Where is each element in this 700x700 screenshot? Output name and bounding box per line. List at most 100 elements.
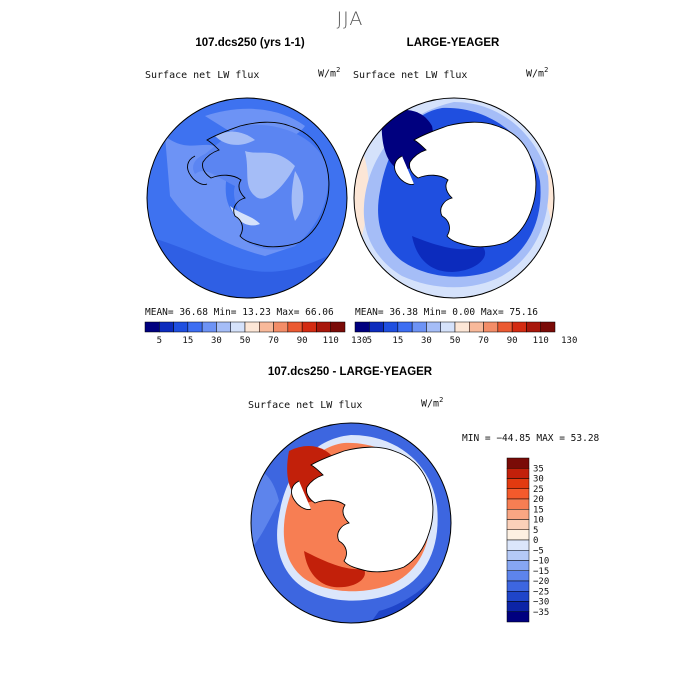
panel1-peninsula-coastline: [187, 155, 208, 185]
panel3-colorbar-swatch: [506, 611, 530, 623]
panel3-colorbar-swatch: [506, 478, 530, 489]
panel1-colorbar-swatch: [287, 321, 303, 333]
panel2-colorbar-tick-label: 70: [478, 336, 489, 346]
panel1-colorbar-tick-label: 130: [351, 336, 367, 346]
panel1-colorbar-swatch: [301, 321, 317, 333]
panel1-colorbar-swatch: [159, 321, 174, 333]
panel3-colorbar-tick-label: 20: [533, 495, 544, 505]
panel3-colorbar-tick-label: 0: [533, 536, 538, 546]
panel2-colorbar-swatch: [511, 321, 527, 333]
panel1-colorbar-swatch: [316, 321, 331, 333]
panel1-colorbar-tick-label: 110: [323, 336, 339, 346]
panel2-antarctica-landmask: [409, 121, 537, 248]
panel3-colorbar-swatch: [506, 529, 530, 541]
panel1-colorbar-swatch: [330, 321, 346, 333]
panel2-colorbar-swatch: [426, 321, 441, 333]
panel2-variable-label: Surface net LW flux: [353, 70, 468, 81]
panel1-map: [146, 97, 348, 299]
panel3-antarctica-landmask: [306, 446, 434, 573]
panel2-colorbar-tick-label: 5: [367, 336, 372, 346]
panel1-colorbar-swatch: [259, 321, 274, 333]
panel3-colorbar-tick-label: 25: [533, 485, 544, 495]
panel3-colorbar-tick-label: 35: [533, 464, 544, 474]
panel3-variable-label: Surface net LW flux: [248, 400, 363, 411]
panel1-colorbar-tick-label: 30: [211, 336, 222, 346]
panel1-colorbar-tick-label: 50: [240, 336, 251, 346]
panel3-colorbar-swatch: [506, 509, 530, 520]
panel3-colorbar-swatch: [506, 591, 530, 602]
panel2-peninsula-coastline: [394, 155, 415, 185]
panel3-stats: MIN = −44.85 MAX = 53.28: [462, 433, 600, 444]
panel2-colorbar-swatch: [497, 321, 513, 333]
panel1-variable-label: Surface net LW flux: [145, 70, 260, 81]
panel3-colorbar-swatch: [506, 550, 530, 561]
panel1-colorbar-swatch: [144, 321, 160, 333]
panel2-stats: MEAN= 36.38 Min= 0.00 Max= 75.16: [355, 307, 539, 318]
panel1-colorbar-tick-label: 5: [157, 336, 162, 346]
panel1-highlight-a: [245, 151, 295, 199]
panel2-colorbar-swatch: [440, 321, 456, 333]
panel2-colorbar-swatch: [411, 321, 427, 333]
panel2-deep-south: [412, 236, 486, 272]
panel3-colorbar-tick-label: −20: [533, 577, 549, 587]
panel1-highlight-d: [215, 131, 255, 145]
panel2-colorbar-tick-label: 15: [392, 336, 403, 346]
panel3-colorbar-swatch: [506, 488, 530, 500]
panel1-colorbar-tick-label: 70: [268, 336, 279, 346]
panel2-map-border: [353, 97, 555, 299]
panel2-colorbar-tick-label: 90: [507, 336, 518, 346]
panel3-colorbar-swatch: [506, 560, 530, 571]
panel1-units-label: W/m2: [318, 66, 341, 80]
panel3-colorbar-tick-label: −30: [533, 598, 549, 608]
panel3-peninsula-coastline: [291, 480, 312, 510]
panel3-colorbar-swatch: [506, 519, 530, 530]
panel1-colorbar-swatch: [273, 321, 289, 333]
panel3-colorbar-tick-label: −15: [533, 567, 549, 577]
panel1-colorbar-tick-label: 90: [297, 336, 308, 346]
panel1-colorbar-swatch: [216, 321, 231, 333]
panel3-colorbar-swatch: [506, 570, 530, 582]
panel3-colorbar-swatch: [506, 580, 530, 592]
panel2-colorbar-swatch: [397, 321, 413, 333]
panel2-colorbar-swatch: [354, 321, 370, 333]
panel1-title: 107.dcs250 (yrs 1-1): [195, 37, 305, 49]
panel3-map: [250, 422, 452, 624]
panel2-colorbar-swatch: [369, 321, 384, 333]
panel3-colorbar-tick-label: −35: [533, 608, 549, 618]
panel3-colorbar-tick-label: −10: [533, 557, 549, 567]
panel3-colorbar-tick-label: −5: [533, 546, 544, 556]
panel1-colorbar-swatch: [173, 321, 189, 333]
panel2-colorbar-swatch: [454, 321, 470, 333]
panel3-units-label: W/m2: [421, 396, 444, 410]
panel1-stats: MEAN= 36.68 Min= 13.23 Max= 66.06: [145, 307, 334, 318]
panel2-title: LARGE-YEAGER: [406, 37, 500, 49]
panel1-colorbar: 5 15 30 50 70 90 110 130: [144, 321, 367, 346]
panel2-colorbar: 5 15 30 50 70 90 110 130: [354, 321, 577, 346]
panel2-colorbar-tick-label: 110: [533, 336, 549, 346]
panel1-map-border: [146, 97, 348, 299]
panel3-colorbar-tick-label: 30: [533, 475, 544, 485]
panel1-highlight-b: [230, 206, 260, 226]
panel2-colorbar-tick-label: 130: [561, 336, 577, 346]
panel3-title: 107.dcs250 - LARGE-YEAGER: [267, 366, 433, 378]
season-title: JJA: [336, 8, 364, 30]
panel3-colorbar-swatch: [506, 601, 530, 612]
panel3-colorbar-swatch: [506, 498, 530, 510]
panel1-colorbar-swatch: [201, 321, 217, 333]
panel2-map: [353, 97, 555, 299]
panel3-map-border: [250, 422, 452, 624]
panel3-colorbar-swatch: [506, 457, 530, 469]
panel3-colorbar-tick-label: 10: [533, 516, 544, 526]
panel3-colorbar-swatch: [506, 539, 530, 551]
panel3-colorbar-tick-label: 15: [533, 505, 544, 515]
panel1-colorbar-swatch: [187, 321, 203, 333]
panel2-colorbar-tick-label: 50: [450, 336, 461, 346]
panel1-antarctica-coastline: [202, 121, 330, 248]
panel1-colorbar-tick-label: 15: [182, 336, 193, 346]
panel1-colorbar-swatch: [230, 321, 246, 333]
panel2-units-label: W/m2: [526, 66, 549, 80]
panel3-deep-red-south: [304, 551, 365, 588]
panel2-colorbar-swatch: [383, 321, 399, 333]
panel3-colorbar-tick-label: −25: [533, 587, 549, 597]
